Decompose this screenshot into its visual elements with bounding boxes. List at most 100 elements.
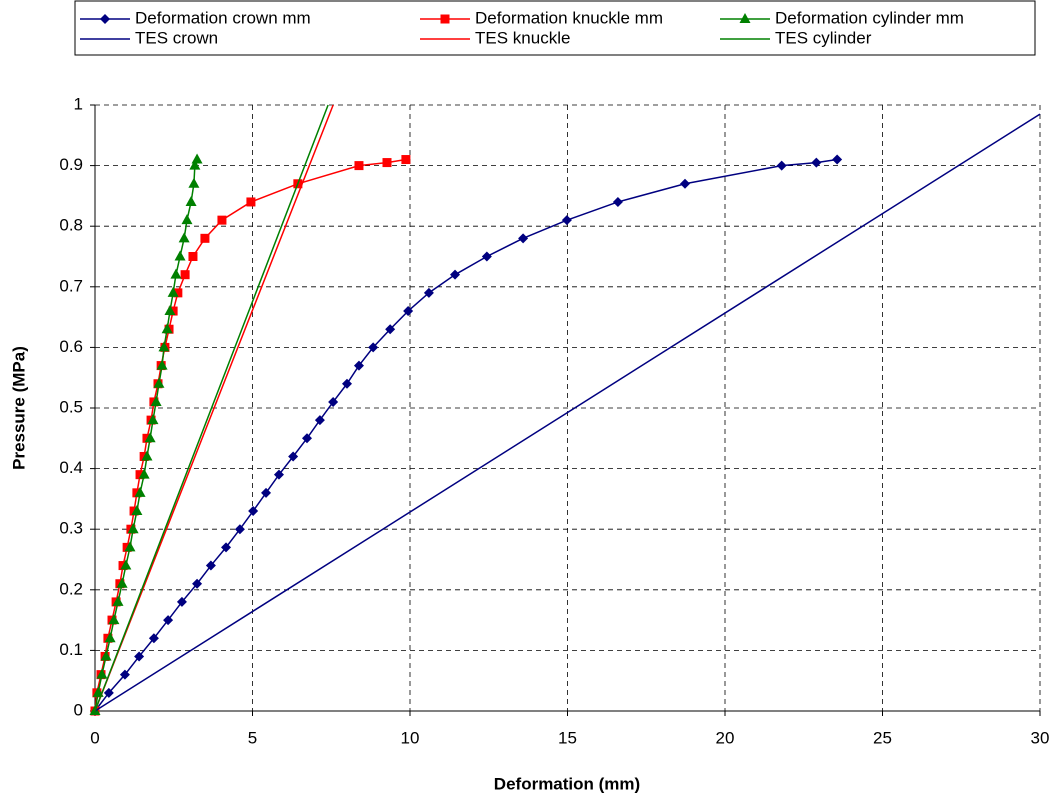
data-point [147,414,159,425]
data-point [248,506,259,517]
data-point [148,633,159,644]
y-tick-label: 0.7 [59,276,83,295]
data-point [178,232,190,243]
data-point [328,396,339,407]
data-point [164,305,176,316]
legend-box [74,0,1036,56]
data-point [561,215,572,226]
data-point [181,214,193,225]
data-point [246,197,256,207]
data-point [191,153,203,164]
data-point [811,157,822,168]
data-point [153,377,165,388]
data-point [116,577,128,588]
data-point [173,288,183,298]
data-point [368,342,379,353]
y-axis-label: Pressure (MPa) [9,346,28,470]
data-point [156,359,168,370]
series-line [94,113,1041,712]
y-tick-label: 0.8 [59,216,83,235]
data-point [103,687,114,698]
data-point [134,486,146,497]
x-tick-label: 0 [90,728,99,747]
data-point [104,632,116,643]
data-point [108,614,120,625]
data-point [776,160,787,171]
x-axis-label: Deformation (mm) [494,774,640,793]
data-point [450,269,461,280]
data-point [612,196,623,207]
data-point [273,469,284,480]
data-point [301,433,312,444]
data-point [180,270,190,280]
data-point [188,252,198,261]
legend-label: Deformation knuckle mm [475,8,663,27]
y-tick-label: 1 [74,94,83,113]
data-point [185,195,197,206]
data-point [221,542,232,553]
series-line [94,158,407,712]
data-point [423,287,434,298]
series-line [94,104,334,712]
data-point [189,159,201,170]
legend-label: TES crown [135,28,218,47]
y-tick-label: 0.2 [59,579,83,598]
data-point [127,523,139,534]
data-point [342,378,352,389]
data-point [112,595,124,606]
data-point [288,451,299,462]
data-point [150,395,162,406]
legend-label: Deformation cylinder mm [775,8,964,27]
data-point [205,560,216,571]
data-point [141,450,153,461]
data-point [679,178,690,189]
data-point [401,155,411,165]
x-tick-label: 25 [873,728,892,747]
data-point [200,233,210,243]
data-point [217,215,227,225]
data-point [234,524,245,535]
data-point [100,650,112,661]
x-tick-label: 20 [716,728,735,747]
data-point [135,470,145,480]
data-point [261,487,272,498]
legend-marker [440,14,450,24]
data-point [167,286,179,297]
legend-marker [100,14,110,24]
data-point [120,559,132,570]
data-point [163,615,174,626]
y-tick-label: 0 [74,700,83,719]
y-tick-label: 0.1 [59,640,83,659]
y-tick-label: 0.5 [59,397,83,416]
legend-label: Deformation crown mm [135,8,311,27]
y-tick-label: 0.4 [59,458,83,477]
y-tick-label: 0.3 [59,519,83,538]
x-tick-label: 30 [1031,728,1050,747]
data-point [119,669,130,680]
data-point [353,360,364,371]
data-point [176,596,187,607]
legend-marker [739,13,751,23]
x-tick-label: 10 [401,728,420,747]
data-point [403,306,414,317]
data-point [192,578,203,589]
data-point [354,161,364,171]
data-point [832,154,843,165]
data-point [158,341,170,352]
data-point [188,177,200,188]
data-point [124,541,136,552]
y-tick-label: 0.6 [59,337,83,356]
data-point [170,268,182,279]
series-line [94,104,329,712]
data-point [96,668,108,679]
data-point [138,468,150,479]
data-point [161,323,173,334]
data-point [314,415,325,426]
legend-label: TES knuckle [475,28,570,47]
x-tick-label: 5 [248,728,257,747]
data-point [481,251,492,262]
data-point [382,158,392,168]
data-point [134,651,145,662]
data-point [518,233,529,244]
data-point [144,432,156,443]
